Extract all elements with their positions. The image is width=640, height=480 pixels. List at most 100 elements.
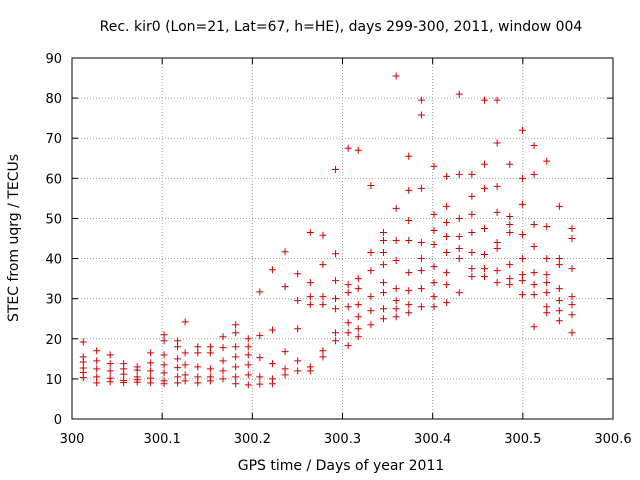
data-point (555, 202, 563, 210)
data-point (518, 255, 526, 263)
data-point (443, 202, 451, 210)
data-point (332, 295, 340, 303)
x-tick-label: 300.1 (144, 432, 181, 447)
data-point (354, 285, 362, 293)
data-point (354, 313, 362, 321)
data-point (543, 222, 551, 230)
data-point (174, 364, 182, 372)
x-axis-label: GPS time / Days of year 2011 (238, 458, 445, 474)
data-point (332, 305, 340, 313)
data-point (568, 311, 576, 319)
data-point (194, 379, 202, 387)
data-point (232, 373, 240, 381)
y-tick-label: 30 (45, 293, 62, 308)
data-point (281, 365, 289, 373)
data-point (232, 343, 240, 351)
data-point (405, 237, 413, 245)
data-point (344, 281, 352, 289)
data-point (244, 361, 252, 369)
data-point (294, 297, 302, 305)
data-point (543, 289, 551, 297)
data-point (306, 367, 314, 375)
data-point (380, 249, 388, 257)
data-point (160, 369, 168, 377)
data-point (518, 277, 526, 285)
data-point (405, 287, 413, 295)
data-point (219, 367, 227, 375)
data-point (443, 232, 451, 240)
data-point (194, 363, 202, 371)
data-point (294, 325, 302, 333)
data-point (319, 293, 327, 301)
data-points (79, 72, 576, 389)
data-point (405, 301, 413, 309)
data-point (443, 299, 451, 307)
data-point (455, 90, 463, 98)
x-tick-label: 300.4 (414, 432, 451, 447)
data-point (443, 281, 451, 289)
data-point (79, 338, 87, 346)
data-point (93, 373, 101, 381)
data-point (354, 333, 362, 341)
data-point (79, 374, 87, 382)
data-point (555, 307, 563, 315)
data-point (120, 378, 128, 386)
data-point (530, 323, 538, 331)
data-point (518, 200, 526, 208)
data-point (392, 204, 400, 212)
data-point (367, 267, 375, 275)
data-point (332, 250, 340, 258)
data-point (281, 348, 289, 356)
data-point (120, 370, 128, 378)
data-point (319, 261, 327, 269)
data-point (518, 230, 526, 238)
data-point (443, 249, 451, 257)
data-point (354, 275, 362, 283)
data-point (380, 289, 388, 297)
data-point (319, 231, 327, 239)
data-point (332, 329, 340, 337)
data-point (244, 381, 252, 389)
data-point (244, 371, 252, 379)
data-point (194, 343, 202, 351)
y-tick-label: 20 (45, 333, 62, 348)
data-point (319, 301, 327, 309)
data-point (306, 293, 314, 301)
data-point (332, 166, 340, 174)
data-point (568, 293, 576, 301)
data-point (392, 305, 400, 313)
data-point (174, 355, 182, 363)
data-point (244, 335, 252, 343)
data-point (417, 267, 425, 275)
data-point (268, 326, 276, 334)
data-point (443, 269, 451, 277)
data-point (493, 182, 501, 190)
data-point (367, 321, 375, 329)
data-point (344, 303, 352, 311)
chart-title: Rec. kir0 (Lon=21, Lat=67, h=HE), days 2… (100, 19, 583, 35)
data-point (468, 192, 476, 200)
data-point (455, 245, 463, 253)
data-point (392, 313, 400, 321)
data-point (518, 126, 526, 134)
data-point (430, 293, 438, 301)
data-point (493, 139, 501, 147)
data-point (392, 285, 400, 293)
data-point (481, 96, 489, 104)
data-point (530, 220, 538, 228)
x-tick-label: 300 (60, 432, 85, 447)
data-point (493, 279, 501, 287)
y-tick-label: 10 (45, 373, 62, 388)
data-point (417, 184, 425, 192)
data-point (405, 216, 413, 224)
data-point (417, 285, 425, 293)
data-point (106, 378, 114, 386)
data-point (294, 270, 302, 278)
y-tick-label: 70 (45, 132, 62, 147)
data-point (244, 351, 252, 359)
data-point (380, 279, 388, 287)
data-point (147, 349, 155, 357)
data-point (481, 251, 489, 259)
data-point (468, 273, 476, 281)
